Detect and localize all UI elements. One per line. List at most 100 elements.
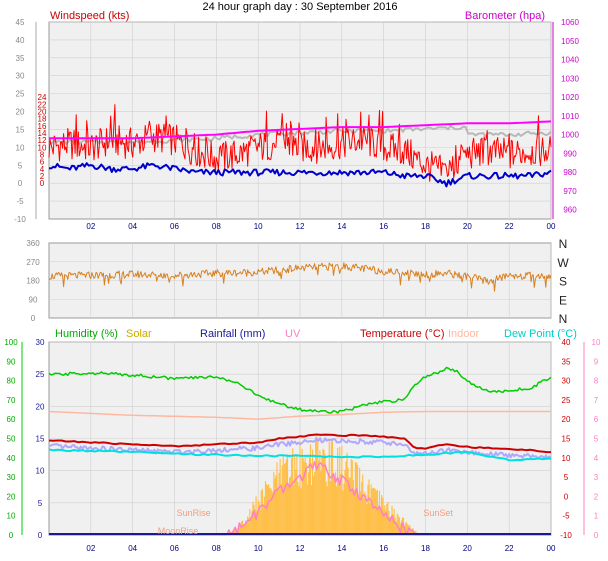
rain-tick: 25 — [36, 370, 45, 379]
wind-outer-tick: 25 — [16, 90, 25, 99]
temperature-tick: -10 — [560, 531, 572, 540]
windspeed-line — [48, 104, 552, 182]
baro-tick: 990 — [563, 149, 577, 158]
baro-tick: 1030 — [561, 74, 579, 83]
temperature-tick: 10 — [562, 454, 571, 463]
rainfall-label: Rainfall (mm) — [200, 328, 265, 340]
uv-tick: 9 — [594, 357, 599, 366]
uv-tick: 0 — [594, 531, 599, 540]
barometer-label: Barometer (hpa) — [465, 10, 545, 22]
dewpoint-label: Dew Point (°C) — [504, 328, 577, 340]
wind-inner-tick: 4 — [40, 165, 45, 174]
climate-xtick-label: 14 — [337, 544, 346, 553]
wind-outer-tick: -10 — [14, 215, 26, 224]
wind-panel-axes: -10-505101520253035404502468101214161820… — [14, 18, 579, 231]
uv-tick: 8 — [594, 377, 599, 386]
baro-tick: 1060 — [561, 18, 579, 27]
windspeed-label: Windspeed (kts) — [50, 10, 129, 22]
sunset-label: SunSet — [423, 508, 453, 518]
climate-xtick-label: 06 — [170, 544, 179, 553]
wind-xtick-label: 20 — [463, 222, 472, 231]
compass-label: W — [557, 256, 569, 270]
climate-xtick-label: 16 — [379, 544, 388, 553]
barometer-line — [49, 120, 552, 140]
baro-tick: 1050 — [561, 37, 579, 46]
uv-tick: 10 — [592, 338, 601, 347]
compass-label: N — [559, 237, 568, 251]
baro-tick: 1000 — [561, 131, 579, 140]
uv-tick: 1 — [594, 512, 599, 521]
wind-outer-tick: 20 — [16, 108, 25, 117]
baro-tick: 960 — [563, 206, 577, 215]
wind-inner-tick: 24 — [38, 93, 47, 102]
uv-tick: 3 — [594, 473, 599, 482]
moonrise-label: MoonRise — [158, 526, 199, 536]
wind-outer-tick: 35 — [16, 54, 25, 63]
direction-tick: 0 — [31, 314, 36, 323]
temperature-label: Temperature (°C) — [360, 328, 444, 340]
humidity-label: Humidity (%) — [55, 328, 118, 340]
rain-tick: 20 — [36, 402, 45, 411]
rain-tick: 30 — [36, 338, 45, 347]
uv-label: UV — [285, 328, 301, 340]
wind-xtick-label: 04 — [128, 222, 137, 231]
temperature-tick: 25 — [562, 396, 571, 405]
direction-plot — [48, 262, 552, 292]
wind-inner-tick: 10 — [38, 143, 47, 152]
temperature-tick: 15 — [562, 435, 571, 444]
wind-inner-tick: 8 — [40, 151, 45, 160]
wind-inner-tick: 14 — [38, 129, 47, 138]
wind-outer-tick: 40 — [16, 36, 25, 45]
climate-xtick-label: 08 — [212, 544, 221, 553]
wind-xtick-label: 06 — [170, 222, 179, 231]
solar-label: Solar — [126, 328, 152, 340]
temperature-tick: 40 — [562, 338, 571, 347]
direction-tick: 180 — [26, 277, 40, 286]
climate-xtick-label: 18 — [421, 544, 430, 553]
wind-plot — [48, 104, 552, 188]
uv-tick: 6 — [594, 415, 599, 424]
humidity-tick: 80 — [7, 377, 16, 386]
temperature-tick: 5 — [564, 473, 569, 482]
uv-tick: 2 — [594, 492, 599, 501]
sunrise-label: SunRise — [177, 508, 211, 518]
humidity-tick: 60 — [7, 415, 16, 424]
climate-xtick-label: 20 — [463, 544, 472, 553]
wind-outer-tick: 45 — [16, 18, 25, 27]
humidity-tick: 100 — [4, 338, 18, 347]
humidity-tick: 30 — [7, 473, 16, 482]
indoor-line — [48, 410, 551, 420]
wind-xtick-label: 02 — [86, 222, 95, 231]
dewpoint-line — [48, 448, 552, 462]
baro-tick: 1020 — [561, 93, 579, 102]
wind-outer-tick: 0 — [18, 179, 23, 188]
wind-outer-tick: -5 — [16, 197, 24, 206]
temperature-tick: 35 — [562, 357, 571, 366]
wind-inner-tick: 20 — [38, 108, 47, 117]
climate-xtick-label: 00 — [547, 544, 556, 553]
wind-inner-tick: 6 — [40, 158, 45, 167]
temperature-tick: 0 — [564, 492, 569, 501]
temperature-tick: -5 — [562, 512, 570, 521]
humidity-tick: 70 — [7, 396, 16, 405]
compass-label: E — [559, 293, 567, 307]
uv-tick: 4 — [594, 454, 599, 463]
compass-label: S — [559, 275, 567, 289]
wind-outer-tick: 15 — [16, 125, 25, 134]
wind-inner-tick: 0 — [40, 179, 45, 188]
humidity-line — [48, 366, 552, 414]
rain-tick: 10 — [36, 467, 45, 476]
wind-direction-line — [48, 262, 552, 292]
wind-xtick-label: 16 — [379, 222, 388, 231]
humidity-tick: 50 — [7, 435, 16, 444]
wind-outer-tick: 5 — [18, 161, 23, 170]
wind-inner-tick: 18 — [38, 115, 47, 124]
climate-xtick-label: 04 — [128, 544, 137, 553]
climate-xtick-label: 10 — [254, 544, 263, 553]
rain-tick: 5 — [38, 499, 43, 508]
climate-xtick-label: 22 — [505, 544, 514, 553]
rain-tick: 0 — [38, 531, 43, 540]
climate-plot: SunRise SunSet MoonRise — [48, 366, 552, 536]
rain-tick: 15 — [36, 435, 45, 444]
